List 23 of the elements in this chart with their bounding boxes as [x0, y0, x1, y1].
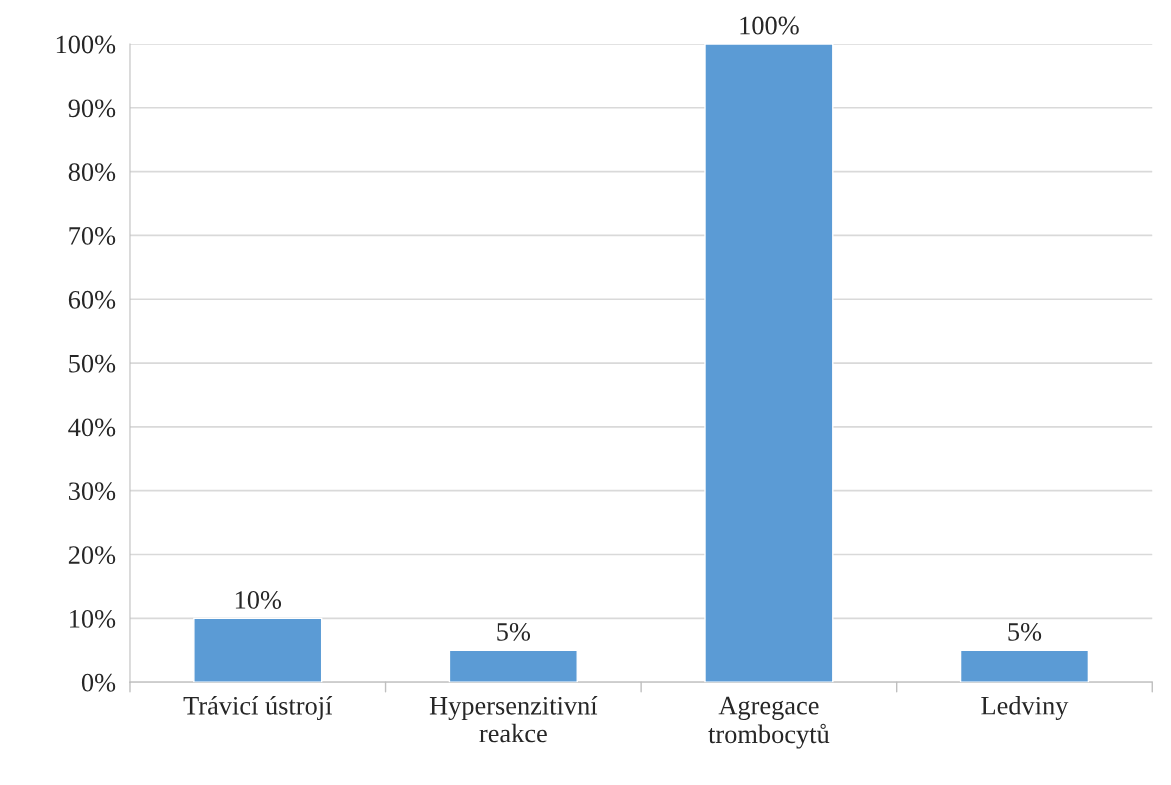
y-tick-label: 10%: [70, 609, 116, 628]
y-tick-label: 30%: [68, 482, 116, 501]
y-tick-label: 40%: [68, 418, 116, 437]
y-tick-label: 60%: [68, 290, 116, 309]
x-tick-label: Ledviny: [981, 696, 1069, 721]
y-tick-label: 50%: [69, 354, 116, 373]
y-tick-label: 70%: [69, 227, 116, 245]
y-tick-label: 90%: [68, 99, 116, 118]
data-label: 5%: [497, 622, 531, 641]
y-tick-label: 0%: [81, 673, 116, 692]
data-label: 10%: [235, 591, 282, 609]
x-tick-label: Agregace trombocytů: [708, 696, 830, 749]
bar: [704, 43, 834, 683]
y-tick-label: 100%: [56, 35, 116, 54]
x-tick-label: Hypersenzitivní reakce: [429, 696, 598, 743]
bar: [448, 649, 578, 683]
y-tick-label: 80%: [68, 163, 116, 182]
y-tick-label: 20%: [68, 546, 116, 565]
data-label: 100%: [740, 16, 799, 35]
bar: [959, 649, 1090, 683]
bar: [193, 617, 323, 683]
x-tick-label: Trávicí ústrojí: [183, 696, 333, 721]
data-label: 5%: [1008, 622, 1042, 641]
